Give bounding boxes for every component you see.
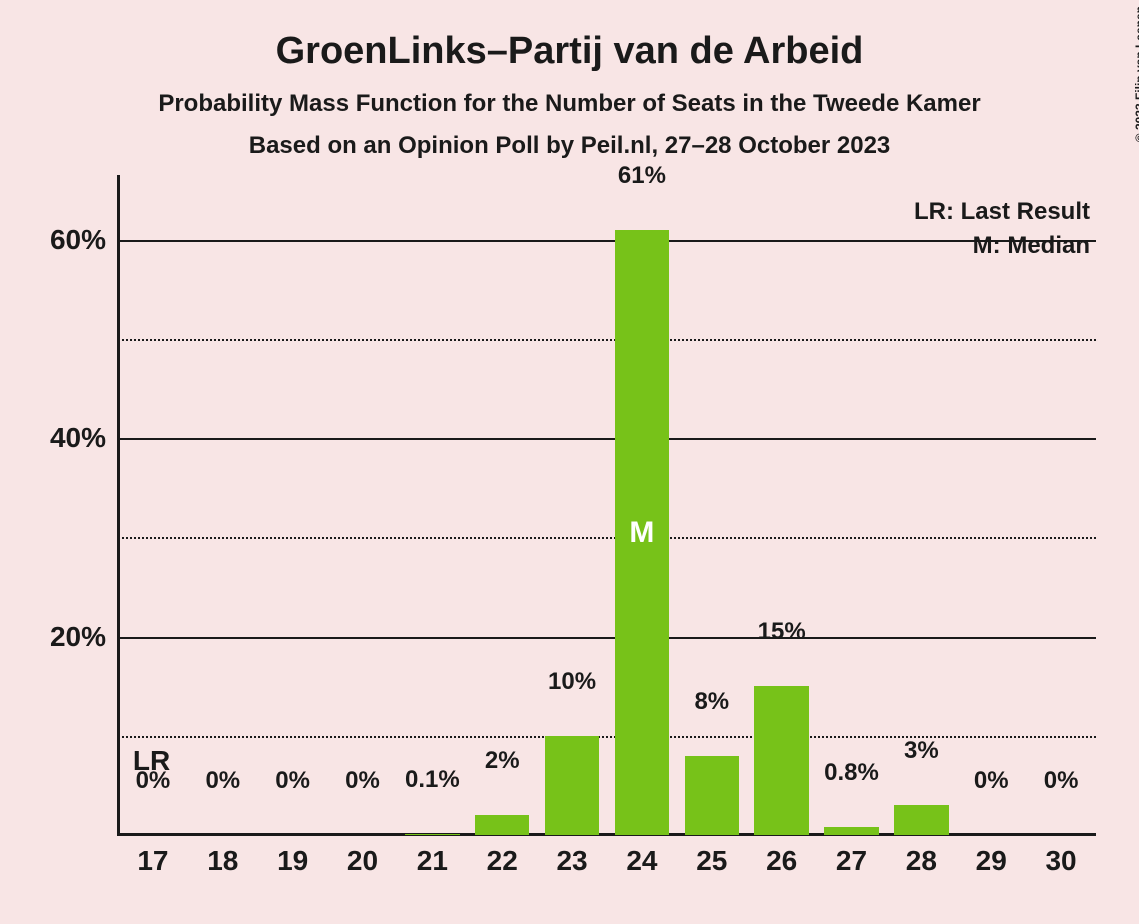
x-axis-tick-label: 26	[766, 835, 797, 877]
x-axis-tick-label: 29	[976, 835, 1007, 877]
legend-line-1: LR: Last Result	[914, 198, 1090, 226]
bar-value-label: 0.8%	[824, 759, 879, 793]
bar	[824, 827, 878, 835]
x-axis-tick-label: 18	[207, 835, 238, 877]
chart-subtitle-1: Probability Mass Function for the Number…	[0, 90, 1139, 118]
bar-value-label: 0%	[974, 767, 1009, 801]
x-axis-tick-label: 28	[906, 835, 937, 877]
bar-value-label: 0%	[1044, 767, 1079, 801]
x-axis-tick-label: 20	[347, 835, 378, 877]
bar-value-label: 0%	[205, 767, 240, 801]
x-axis	[117, 833, 1096, 836]
bar-value-label: 61%	[618, 162, 666, 196]
copyright-text: © 2023 Filip van Laenen	[1133, 6, 1139, 142]
chart-subtitle-2: Based on an Opinion Poll by Peil.nl, 27–…	[0, 132, 1139, 160]
bar-value-label: 0.1%	[405, 766, 460, 800]
x-axis-tick-label: 30	[1045, 835, 1076, 877]
x-axis-tick-label: 27	[836, 835, 867, 877]
median-marker: M	[629, 516, 654, 550]
bar	[754, 686, 808, 835]
legend-line-2: M: Median	[973, 232, 1090, 260]
y-axis	[117, 175, 120, 836]
bar-value-label: 2%	[485, 747, 520, 781]
x-axis-tick-label: 22	[487, 835, 518, 877]
grid-line-major	[118, 637, 1096, 639]
bar	[685, 756, 739, 835]
x-axis-tick-label: 17	[137, 835, 168, 877]
grid-line-minor	[118, 736, 1096, 738]
bar-value-label: 0%	[275, 767, 310, 801]
bar	[894, 805, 948, 835]
x-axis-tick-label: 24	[626, 835, 657, 877]
y-axis-tick-label: 40%	[50, 422, 118, 454]
chart-container: GroenLinks–Partij van de Arbeid Probabil…	[0, 0, 1139, 924]
x-axis-tick-label: 23	[556, 835, 587, 877]
bar-value-label: 15%	[758, 618, 806, 652]
plot-area: 20%40%60%0%17LR0%180%190%200.1%212%2210%…	[118, 190, 1096, 835]
bar	[475, 815, 529, 835]
grid-line-minor	[118, 537, 1096, 539]
y-axis-tick-label: 60%	[50, 224, 118, 256]
x-axis-tick-label: 21	[417, 835, 448, 877]
last-result-marker: LR	[133, 745, 170, 777]
bar-value-label: 3%	[904, 737, 939, 771]
bar	[545, 736, 599, 835]
y-axis-tick-label: 20%	[50, 621, 118, 653]
bar-value-label: 8%	[694, 688, 729, 722]
chart-title: GroenLinks–Partij van de Arbeid	[0, 30, 1139, 73]
bar-value-label: 0%	[345, 767, 380, 801]
x-axis-tick-label: 19	[277, 835, 308, 877]
x-axis-tick-label: 25	[696, 835, 727, 877]
grid-line-major	[118, 438, 1096, 440]
bar-value-label: 10%	[548, 668, 596, 702]
grid-line-major	[118, 240, 1096, 242]
grid-line-minor	[118, 339, 1096, 341]
